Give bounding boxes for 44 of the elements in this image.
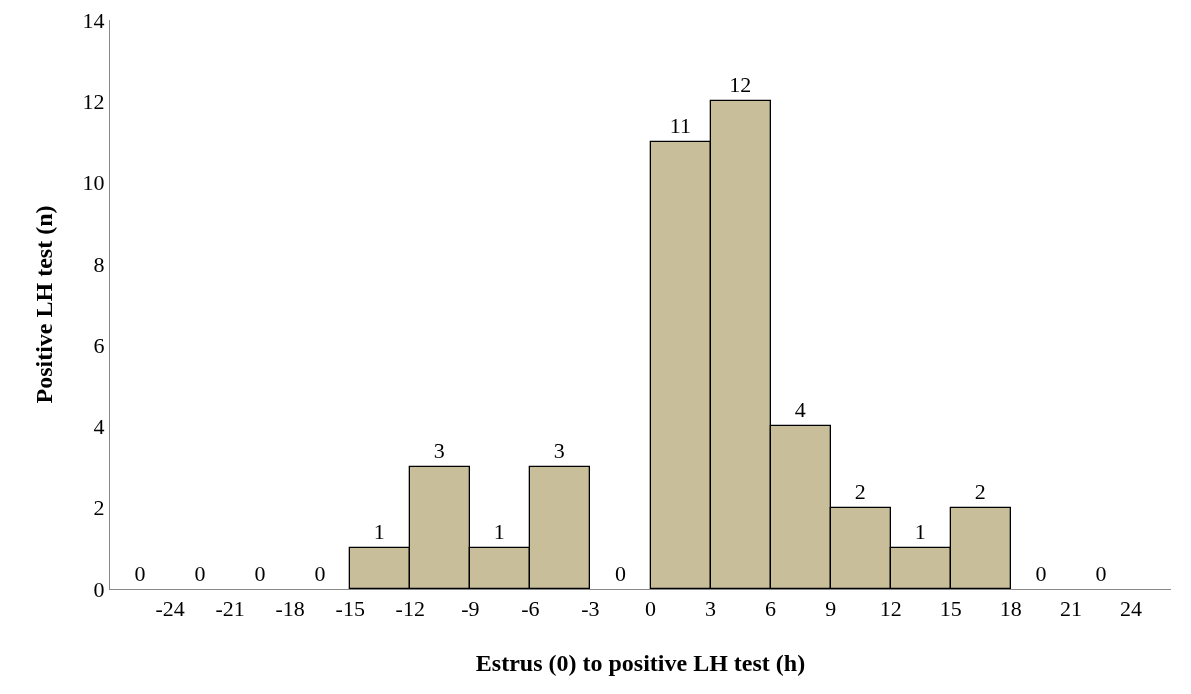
y-tick-label: 0 — [93, 576, 105, 602]
x-tick-label: -9 — [461, 596, 480, 622]
data-label: 0 — [254, 561, 266, 586]
data-label: 3 — [553, 438, 565, 464]
x-tick-label: -15 — [335, 596, 365, 622]
x-tick-label: -24 — [155, 596, 185, 622]
x-tick-label: 12 — [879, 596, 902, 622]
x-tick-label: -3 — [581, 596, 600, 622]
y-tick-label: 6 — [93, 332, 105, 358]
data-label: 12 — [729, 72, 752, 98]
data-label: 1 — [373, 519, 385, 545]
x-tick-label: 24 — [1119, 596, 1142, 622]
x-tick-label: 21 — [1059, 596, 1082, 622]
data-label: 1 — [914, 519, 926, 545]
data-label: 0 — [134, 561, 146, 586]
data-label: 0 — [194, 561, 206, 586]
y-axis-title: Positive LH test (n) — [31, 205, 57, 404]
y-tick-label: 4 — [93, 414, 105, 440]
x-tick-label: -6 — [521, 596, 540, 622]
data-label: 0 — [1035, 561, 1047, 586]
data-label: 1 — [493, 519, 505, 545]
x-tick-label: 6 — [765, 596, 777, 622]
data-label: 0 — [314, 561, 326, 586]
data-label: 0 — [615, 561, 626, 586]
x-tick-label: 0 — [645, 596, 657, 622]
x-tick-label: 9 — [825, 596, 837, 622]
x-tick-label: -21 — [215, 596, 245, 622]
y-tick-label: 2 — [93, 495, 105, 521]
y-tick-label: 10 — [82, 170, 105, 196]
x-tick-label: -12 — [395, 596, 425, 622]
data-label: 11 — [669, 113, 691, 139]
data-label: 2 — [854, 479, 866, 505]
y-tick-label: 12 — [82, 88, 105, 114]
x-tick-label: 15 — [939, 596, 962, 622]
y-tick-label: 14 — [82, 7, 105, 33]
x-tick-label: 18 — [999, 596, 1022, 622]
x-tick-label: 3 — [705, 596, 717, 622]
x-tick-label: -18 — [275, 596, 305, 622]
data-label: 3 — [433, 438, 445, 464]
data-label: 4 — [794, 397, 806, 423]
y-tick-label: 8 — [93, 251, 105, 277]
x-axis-title: Estrus (0) to positive LH test (h) — [475, 650, 806, 676]
data-label: 0 — [1095, 561, 1107, 586]
data-label: 2 — [974, 479, 986, 505]
